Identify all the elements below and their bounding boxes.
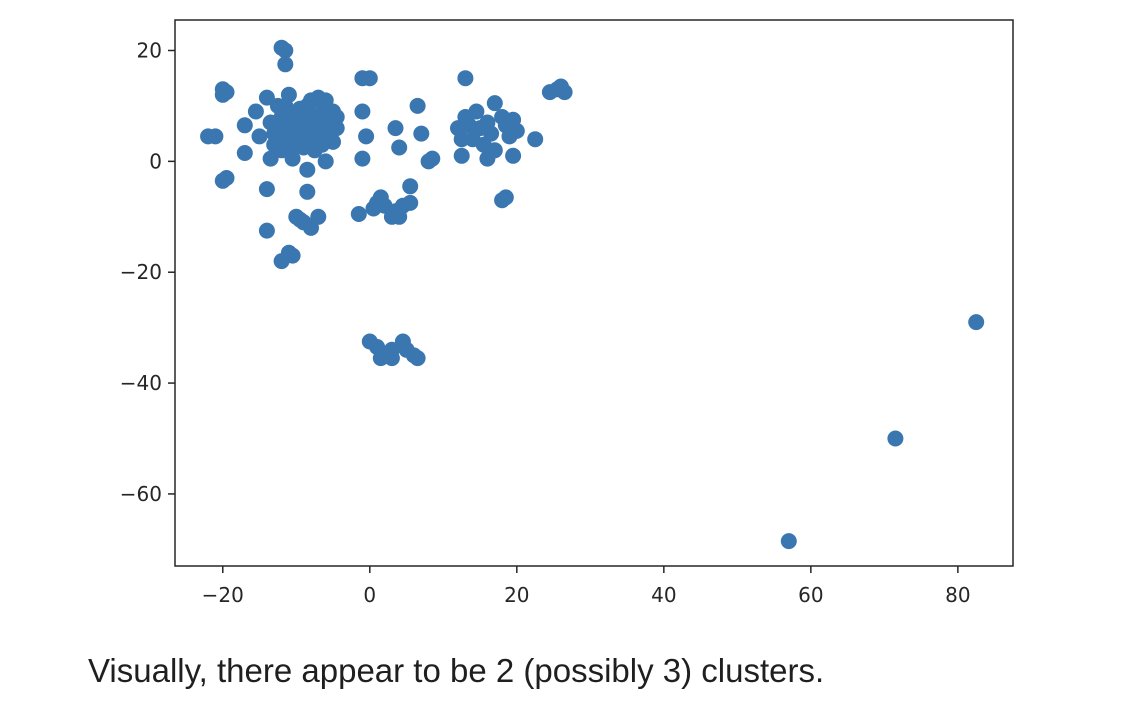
scatter-point (310, 208, 327, 225)
y-tick-label: −40 (120, 371, 162, 395)
scatter-point (354, 103, 371, 120)
scatter-point (236, 117, 253, 134)
scatter-point (317, 153, 334, 170)
x-tick-label: 0 (363, 583, 376, 607)
scatter-point (387, 120, 404, 137)
scatter-point (299, 161, 316, 178)
scatter-point (486, 95, 503, 112)
scatter-point (409, 350, 426, 367)
scatter-point (207, 128, 224, 145)
scatter-point (508, 122, 525, 139)
scatter-point (497, 189, 514, 206)
scatter-point (350, 206, 367, 222)
scatter-point (402, 194, 419, 211)
plot-area-frame (174, 19, 1014, 567)
scatter-point (258, 89, 275, 106)
scatter-point (280, 86, 297, 103)
scatter-point (251, 128, 268, 145)
y-tick-label: −60 (120, 482, 162, 506)
scatter-point (457, 70, 474, 87)
scatter-point (780, 533, 797, 550)
x-tick-label: 40 (651, 583, 676, 607)
scatter-point (258, 222, 275, 239)
scatter-point (468, 103, 485, 120)
scatter-point (383, 341, 400, 358)
x-tick-label: −20 (202, 583, 244, 607)
data-points (200, 39, 985, 550)
scatter-point (483, 125, 500, 142)
scatter-point (354, 150, 371, 167)
caption-text: Visually, there appear to be 2 (possibly… (88, 652, 825, 689)
scatter-point (214, 172, 231, 189)
scatter-point (505, 147, 522, 164)
scatter-point (277, 131, 294, 148)
scatter-point (409, 97, 426, 114)
scatter-point (328, 109, 345, 125)
scatter-point (325, 133, 341, 150)
scatter-point (277, 42, 294, 59)
axes: −20 0 20 40 60 80 20 0 −20 −40 −60 (120, 38, 971, 607)
y-tick-label: −20 (120, 260, 162, 284)
scatter-chart: −20 0 20 40 60 80 20 0 −20 −40 −60 (120, 19, 1014, 607)
scatter-point (527, 131, 544, 148)
scatter-point (361, 70, 378, 87)
scatter-point (358, 128, 375, 145)
scatter-point (413, 125, 430, 142)
scatter-point (236, 145, 253, 161)
x-tick-label: 60 (798, 583, 823, 607)
scatter-point (269, 97, 286, 114)
scatter-point (556, 84, 573, 101)
scatter-point (277, 56, 294, 73)
scatter-point (292, 211, 308, 228)
y-tick-label: 0 (149, 149, 162, 173)
scatter-point (262, 150, 279, 167)
scatter-point (247, 103, 264, 120)
scatter-point (303, 92, 319, 109)
scatter-point (288, 117, 305, 134)
scatter-point (284, 247, 301, 264)
x-tick-label: 20 (504, 583, 529, 607)
x-tick-label: 80 (945, 583, 970, 607)
scatter-point (328, 120, 345, 137)
scatter-point (968, 314, 985, 331)
y-tick-label: 20 (137, 38, 162, 62)
scatter-point (453, 131, 470, 148)
scatter-point (402, 178, 419, 195)
scatter-point (887, 430, 904, 447)
scatter-point (453, 147, 470, 164)
scatter-point (391, 139, 408, 156)
scatter-point (424, 150, 441, 167)
scatter-point (317, 92, 334, 109)
scatter-point (214, 86, 231, 103)
scatter-point (284, 150, 301, 167)
scatter-point (299, 183, 316, 200)
scatter-point (486, 142, 503, 159)
scatter-point (258, 181, 275, 198)
